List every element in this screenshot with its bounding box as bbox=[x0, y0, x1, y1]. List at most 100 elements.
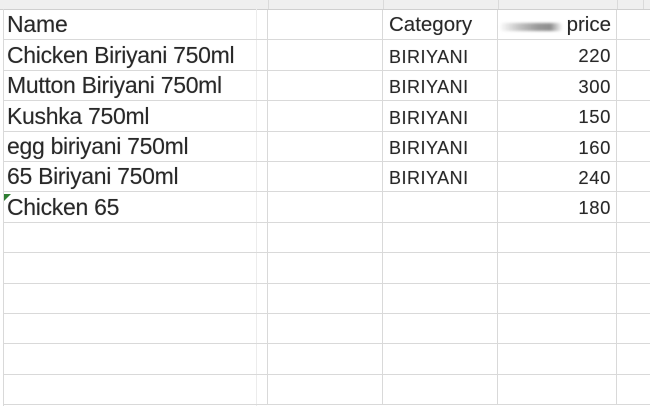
partial-top-row bbox=[0, 0, 650, 10]
cell-name[interactable] bbox=[3, 253, 268, 283]
cell-category[interactable] bbox=[383, 344, 498, 374]
cell-price-text: 150 bbox=[578, 106, 611, 128]
cell-empty[interactable] bbox=[268, 314, 383, 344]
cell-category-text: BIRIYANI bbox=[389, 138, 469, 159]
header-row: Name Category price bbox=[3, 10, 650, 41]
column-header-label: Name bbox=[7, 11, 68, 38]
table-row: egg biriyani 750ml BIRIYANI 160 bbox=[3, 131, 650, 163]
cell-name[interactable] bbox=[3, 374, 268, 405]
cell-price[interactable]: 180 bbox=[498, 192, 617, 222]
cell-category[interactable]: BIRIYANI bbox=[383, 101, 498, 131]
cell-empty[interactable] bbox=[268, 253, 383, 283]
sheet-rows: Name Category price Chicken Biriyani 750… bbox=[3, 10, 650, 406]
cell-price[interactable] bbox=[498, 374, 617, 405]
cell-name-text: Kushka 750ml bbox=[7, 102, 150, 129]
cell-price-text: 240 bbox=[578, 166, 611, 188]
cell-category[interactable] bbox=[383, 192, 498, 222]
cell-empty[interactable] bbox=[268, 162, 383, 192]
table-row bbox=[3, 374, 650, 406]
cell-price[interactable]: 220 bbox=[498, 40, 617, 70]
cell-name[interactable] bbox=[3, 314, 268, 344]
cell-right-empty[interactable] bbox=[617, 101, 650, 130]
cell-right-empty[interactable] bbox=[617, 223, 650, 252]
faint-gridline-artifact bbox=[256, 9, 257, 406]
cell-price[interactable] bbox=[498, 314, 617, 344]
cell-category[interactable] bbox=[383, 314, 498, 344]
header-cell-price[interactable]: price bbox=[498, 10, 617, 40]
cell-name-text: Chicken 65 bbox=[7, 193, 120, 220]
table-row: Chicken 65 180 bbox=[3, 192, 650, 223]
cell-empty[interactable] bbox=[268, 344, 383, 374]
redaction-smudge-icon bbox=[498, 23, 563, 32]
cell-name[interactable] bbox=[3, 283, 268, 314]
cell-name[interactable]: 65 Biriyani 750ml bbox=[3, 162, 268, 192]
table-row: 65 Biriyani 750ml BIRIYANI 240 bbox=[3, 162, 650, 193]
cell-category[interactable] bbox=[383, 283, 498, 314]
header-cell-name[interactable]: Name bbox=[3, 10, 268, 40]
cell-category[interactable]: BIRIYANI bbox=[383, 131, 498, 162]
cell-category[interactable] bbox=[383, 374, 498, 405]
cell-empty[interactable] bbox=[268, 192, 383, 222]
cell-empty[interactable] bbox=[268, 70, 383, 101]
cell-right-empty[interactable] bbox=[617, 71, 650, 100]
cell-price-text: 220 bbox=[578, 45, 611, 67]
cell-price[interactable]: 300 bbox=[498, 70, 617, 101]
cell-name[interactable]: Chicken Biriyani 750ml bbox=[3, 40, 268, 70]
cell-name[interactable] bbox=[3, 222, 268, 253]
cell-price[interactable] bbox=[498, 283, 617, 314]
cell-category-text: BIRIYANI bbox=[389, 107, 469, 128]
cell-name-text: Chicken Biriyani 750ml bbox=[7, 41, 235, 68]
cell-empty[interactable] bbox=[268, 374, 383, 405]
cell-name-text: 65 Biriyani 750ml bbox=[7, 163, 179, 190]
cell-category[interactable] bbox=[383, 253, 498, 283]
cell-price[interactable] bbox=[498, 222, 617, 253]
cell-right-empty[interactable] bbox=[617, 40, 650, 69]
gridline-tick bbox=[617, 0, 618, 9]
cell-empty[interactable] bbox=[268, 283, 383, 314]
cell-name[interactable]: Mutton Biriyani 750ml bbox=[3, 70, 268, 101]
cell-category[interactable]: BIRIYANI bbox=[383, 162, 498, 192]
table-row bbox=[3, 222, 650, 254]
cell-category-text: BIRIYANI bbox=[389, 168, 469, 189]
cell-right-empty[interactable] bbox=[617, 162, 650, 191]
cell-category[interactable]: BIRIYANI bbox=[383, 40, 498, 70]
cell-category-text: BIRIYANI bbox=[389, 77, 469, 98]
cell-price[interactable]: 150 bbox=[498, 101, 617, 131]
cell-right-empty[interactable] bbox=[617, 132, 650, 161]
sheet-left-gridline bbox=[3, 9, 4, 406]
cell-price[interactable] bbox=[498, 253, 617, 283]
table-row bbox=[3, 283, 650, 315]
cell-empty[interactable] bbox=[268, 40, 383, 70]
header-cell-category[interactable]: Category bbox=[383, 10, 498, 40]
column-header-label: price bbox=[566, 12, 611, 36]
cell-empty[interactable] bbox=[268, 101, 383, 131]
cell-name[interactable] bbox=[3, 344, 268, 374]
cell-empty[interactable] bbox=[268, 222, 383, 253]
cell-price[interactable]: 240 bbox=[498, 162, 617, 192]
gridline-tick bbox=[498, 0, 499, 9]
table-row: Chicken Biriyani 750ml BIRIYANI 220 bbox=[3, 40, 650, 71]
table-row bbox=[3, 344, 650, 375]
cell-category[interactable]: BIRIYANI bbox=[383, 70, 498, 101]
cell-right-empty[interactable] bbox=[617, 375, 650, 404]
table-row: Kushka 750ml BIRIYANI 150 bbox=[3, 101, 650, 132]
table-row: Mutton Biriyani 750ml BIRIYANI 300 bbox=[3, 70, 650, 102]
cell-name[interactable]: Chicken 65 bbox=[3, 192, 268, 222]
cell-right-empty[interactable] bbox=[617, 314, 650, 343]
gridline-tick bbox=[383, 0, 384, 9]
cell-right-empty[interactable] bbox=[617, 284, 650, 313]
cell-right-empty[interactable] bbox=[617, 192, 650, 221]
header-cell-empty[interactable] bbox=[268, 10, 383, 40]
cell-price[interactable] bbox=[498, 344, 617, 374]
cell-right-empty[interactable] bbox=[617, 344, 650, 373]
cell-price[interactable]: 160 bbox=[498, 131, 617, 162]
cell-category-text: BIRIYANI bbox=[389, 46, 469, 67]
cell-category[interactable] bbox=[383, 222, 498, 253]
header-cell-right-empty[interactable] bbox=[617, 10, 650, 39]
cell-name-text: Mutton Biriyani 750ml bbox=[7, 72, 222, 99]
cell-name[interactable]: egg biriyani 750ml bbox=[3, 131, 268, 162]
cell-empty[interactable] bbox=[268, 131, 383, 162]
cell-name[interactable]: Kushka 750ml bbox=[3, 101, 268, 131]
cell-right-empty[interactable] bbox=[617, 253, 650, 282]
